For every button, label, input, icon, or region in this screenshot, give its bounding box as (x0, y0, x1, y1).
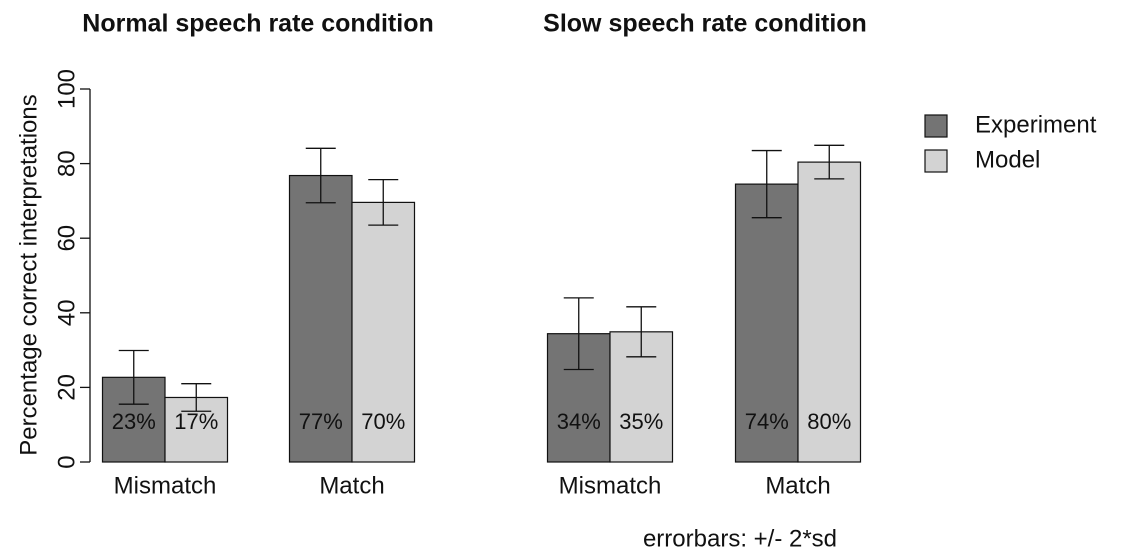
panel-title: Slow speech rate condition (543, 10, 867, 38)
value-label: 34% (557, 409, 601, 434)
legend-swatch (924, 149, 948, 173)
y-tick-label: 40 (53, 299, 80, 326)
y-axis-label: Percentage correct interpretations (15, 94, 42, 456)
value-label: 80% (807, 409, 851, 434)
x-tick-label: Mismatch (559, 472, 662, 499)
x-tick-label: Match (319, 472, 384, 499)
y-tick-label: 100 (53, 69, 80, 109)
bar (797, 161, 862, 463)
bar (351, 201, 416, 463)
value-label: 17% (174, 409, 218, 434)
value-label: 23% (112, 409, 156, 434)
value-label: 35% (619, 409, 663, 434)
y-tick-label: 60 (53, 225, 80, 252)
bar (288, 174, 353, 463)
value-label: 74% (745, 409, 789, 434)
y-tick-label: 80 (53, 150, 80, 177)
value-label: 77% (299, 409, 343, 434)
legend-swatch (924, 114, 948, 138)
legend-label: Experiment (975, 111, 1097, 138)
panel-title: Normal speech rate condition (82, 10, 433, 38)
y-tick-label: 20 (53, 374, 80, 401)
annotation: errorbars: +/- 2*sd (643, 525, 837, 552)
legend-label: Model (975, 146, 1040, 173)
value-label: 70% (361, 409, 405, 434)
x-tick-label: Match (765, 472, 830, 499)
y-tick-label: 0 (53, 455, 80, 468)
bar (734, 183, 799, 463)
x-tick-label: Mismatch (114, 472, 217, 499)
